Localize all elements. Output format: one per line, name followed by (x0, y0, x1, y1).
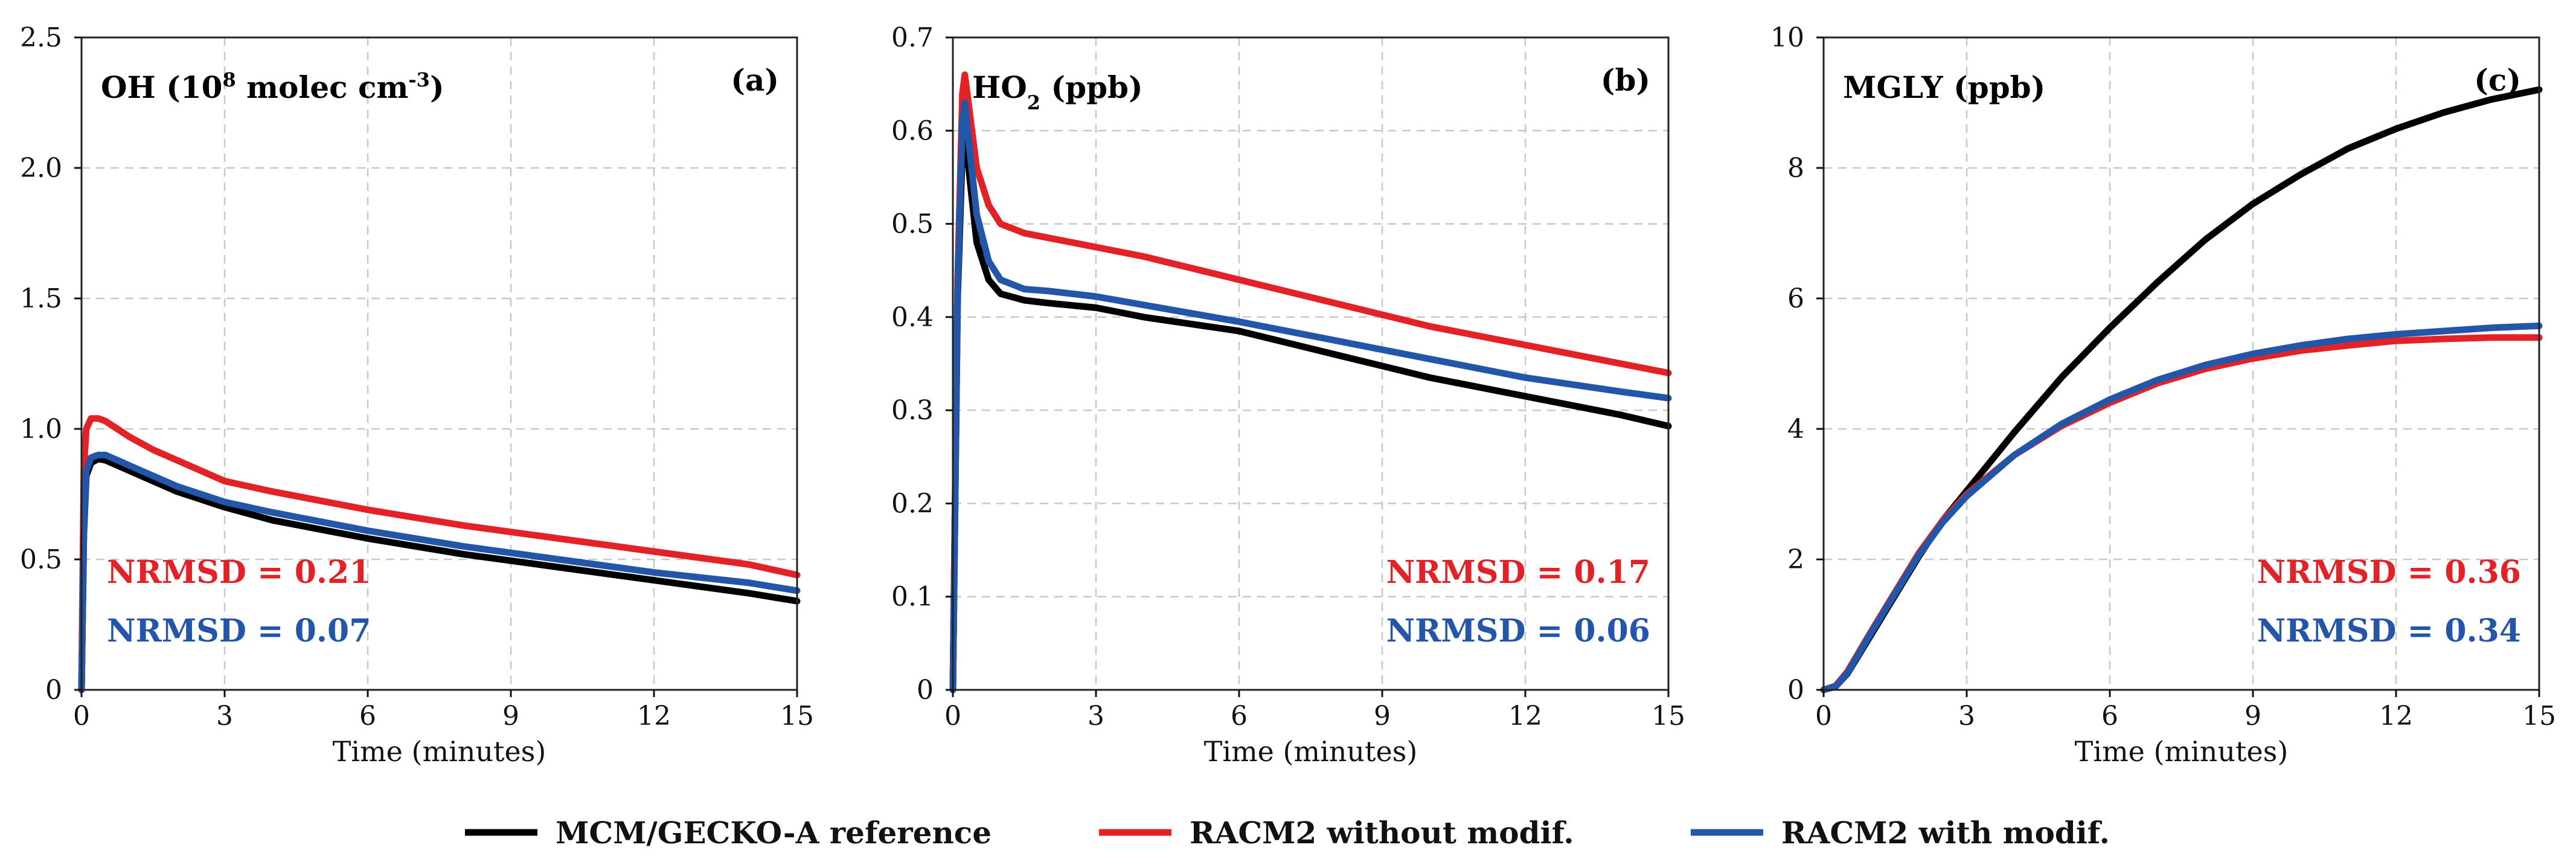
panel-ho2: Time (minutes) 0 3 6 9 12 1500.10.20.30.40.50… (891, 22, 1685, 768)
series-line-without-modif (949, 71, 1672, 693)
y-tick-label: 0.4 (891, 302, 934, 333)
series-lines (78, 415, 801, 693)
panel-title: MGLY (ppb) (1843, 69, 2045, 105)
plot-frame (80, 36, 798, 691)
series-lines (949, 71, 1672, 693)
legend-entry-without-modif: RACM2 without modif. (1099, 815, 1574, 851)
x-tick-label: 12 (1508, 701, 1542, 732)
x-tick-label: 0 (73, 701, 90, 732)
x-tick-label: 15 (1652, 701, 1685, 732)
nrmsd-without-modif: NRMSD = 0.36 (2257, 554, 2521, 591)
nrmsd-with-modif: NRMSD = 0.06 (1386, 613, 1650, 649)
legend-label-without-modif: RACM2 without modif. (1190, 815, 1574, 851)
legend: MCM/GECKO-A reference RACM2 without modi… (465, 815, 2110, 851)
x-tick-label: 0 (1815, 701, 1832, 732)
legend-entry-reference: MCM/GECKO-A reference (465, 815, 992, 851)
y-ticks: 0 0.1 0.2 0.3 0.4 0.5 0.6 0.7 (891, 22, 953, 706)
y-tick-label: 2.0 (20, 153, 62, 184)
panel-letter: (c) (2474, 62, 2521, 98)
y-ticks: 0 2 4 6 8 10 (1770, 22, 1824, 706)
x-tick-label: 12 (2379, 701, 2413, 732)
x-tick-label: 15 (2522, 701, 2556, 732)
x-ticks: 0 3 6 9 12 15 (73, 690, 814, 732)
panel-mgly: Time (minutes) 0 3 6 9 12 15 0 2 4 6 8 10 MGLY (ppb)… (1770, 22, 2556, 768)
series-lines (1820, 86, 2543, 693)
y-tick-label: 1.5 (20, 283, 62, 314)
x-tick-label: 9 (2244, 701, 2261, 732)
x-axis-label: Time (minutes) (333, 735, 546, 768)
legend-label-reference: MCM/GECKO-A reference (556, 815, 992, 851)
y-tick-label: 8 (1787, 153, 1804, 184)
legend-label-with-modif: RACM2 with modif. (1781, 815, 2110, 851)
y-tick-label: 4 (1787, 414, 1804, 445)
series-line-with-modif (78, 451, 801, 693)
x-axis-label: Time (minutes) (1204, 735, 1418, 768)
x-tick-label: 3 (1088, 701, 1104, 732)
nrmsd-without-modif: NRMSD = 0.21 (107, 554, 371, 591)
y-tick-label: 0 (45, 675, 62, 706)
y-tick-label: 0.7 (891, 22, 934, 53)
series-line-with-modif (1820, 322, 2543, 693)
panel-oh: Time (minutes) 0 3 6 9 12 15 0 0.5 1.0 1.5 2.0 2.5 O… (20, 22, 814, 768)
y-tick-label: 0.3 (891, 395, 934, 426)
nrmsd-without-modif: NRMSD = 0.17 (1386, 554, 1650, 591)
x-tick-label: 3 (216, 701, 233, 732)
x-tick-label: 12 (637, 701, 671, 732)
x-tick-label: 6 (359, 701, 376, 732)
y-tick-label: 2 (1787, 544, 1804, 575)
nrmsd-with-modif: NRMSD = 0.34 (2257, 613, 2521, 649)
y-tick-label: 6 (1787, 283, 1804, 314)
x-tick-label: 6 (2101, 701, 2118, 732)
x-tick-label: 9 (1374, 701, 1391, 732)
legend-entry-with-modif: RACM2 with modif. (1691, 815, 2110, 851)
plot-frame (952, 36, 1670, 691)
x-tick-label: 15 (780, 701, 814, 732)
x-tick-label: 9 (502, 701, 519, 732)
y-tick-label: 0 (1787, 675, 1804, 706)
x-axis-label: Time (minutes) (2075, 735, 2289, 768)
y-tick-label: 0.5 (20, 544, 62, 575)
x-tick-label: 3 (1958, 701, 1975, 732)
x-ticks: 0 3 6 9 12 15 (1815, 690, 2556, 732)
y-tick-label: 10 (1770, 22, 1804, 53)
y-tick-label: 2.5 (20, 22, 62, 53)
x-tick-label: 6 (1231, 701, 1248, 732)
series-line-with-modif (949, 99, 1672, 693)
y-tick-label: 0.1 (891, 582, 934, 613)
plot-frame (1822, 36, 2540, 691)
panel-letter: (b) (1601, 62, 1650, 98)
y-tick-label: 0.5 (891, 209, 934, 240)
y-tick-label: 0.6 (891, 115, 934, 146)
y-tick-label: 0.2 (891, 488, 934, 519)
series-line-without-modif (78, 415, 801, 693)
y-tick-label: 1.0 (20, 414, 62, 445)
x-tick-label: 0 (944, 701, 961, 732)
nrmsd-with-modif: NRMSD = 0.07 (107, 613, 371, 649)
x-ticks: 0 3 6 9 12 15 (944, 690, 1685, 732)
y-tick-label: 0 (917, 675, 934, 706)
panel-title: OH (108 molec cm-3) (101, 68, 444, 105)
panel-letter: (a) (731, 62, 779, 98)
y-ticks: 0 0.5 1.0 1.5 2.0 2.5 (20, 22, 82, 706)
